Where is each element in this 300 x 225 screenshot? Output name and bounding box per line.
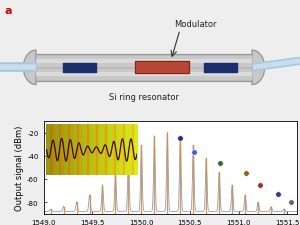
Text: Modulator: Modulator [174,20,216,29]
Polygon shape [23,51,36,85]
Text: a: a [4,6,12,16]
Polygon shape [252,51,265,85]
Y-axis label: Output signal (dBm): Output signal (dBm) [15,125,24,210]
Text: Si ring resonator: Si ring resonator [109,93,179,102]
